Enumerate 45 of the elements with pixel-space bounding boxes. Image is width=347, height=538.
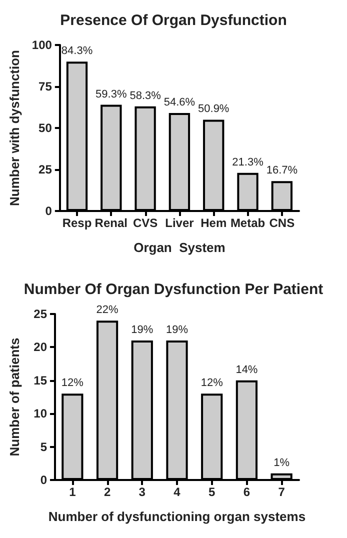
y-tick-label: 20 bbox=[34, 340, 48, 354]
y-tick-label: 25 bbox=[38, 162, 52, 176]
x-axis-title: Organ System bbox=[134, 240, 226, 255]
y-tick-label: 10 bbox=[34, 406, 48, 421]
annotation: 84.3% bbox=[61, 45, 93, 58]
y-tick-label: 5 bbox=[40, 440, 48, 454]
annotation: 12% bbox=[61, 377, 84, 390]
annotation: 22% bbox=[96, 304, 119, 316]
annotation: 21.3% bbox=[232, 156, 264, 168]
y-tick-label: 100 bbox=[32, 38, 52, 52]
chart-title: Number Of Organ Dysfunction Per Patient bbox=[24, 281, 324, 298]
x-tick-label: Liver bbox=[165, 216, 194, 230]
annotation: 50.9% bbox=[198, 103, 230, 116]
x-tick-label: 3 bbox=[138, 485, 146, 499]
x-tick-label: Hem bbox=[200, 216, 227, 230]
x-axis-title: Number of dysfunctioning organ systems bbox=[48, 509, 306, 524]
y-tick-label: 75 bbox=[38, 80, 52, 94]
x-tick-label: 1 bbox=[69, 485, 76, 499]
annotation: 16.7% bbox=[266, 164, 298, 177]
y-tick-label: 25 bbox=[34, 307, 48, 321]
x-tick-label: CNS bbox=[269, 216, 295, 230]
annotation: 19% bbox=[131, 324, 154, 336]
annotation: 59.3% bbox=[96, 88, 127, 100]
annotation: 14% bbox=[236, 364, 258, 376]
x-tick-label: 5 bbox=[208, 485, 216, 499]
x-tick-label: 7 bbox=[278, 485, 286, 499]
x-tick-label: Renal bbox=[94, 216, 128, 230]
annotation: 19% bbox=[166, 324, 188, 336]
annotation: 58.3% bbox=[130, 90, 162, 102]
annotation: 12% bbox=[200, 377, 224, 390]
x-tick-label: Resp bbox=[62, 216, 92, 230]
annotation: 1% bbox=[274, 456, 290, 469]
x-tick-label: Metab bbox=[230, 216, 266, 230]
annotation: 54.6% bbox=[164, 96, 196, 109]
x-tick-label: 6 bbox=[243, 485, 250, 499]
y-tick-label: 50 bbox=[38, 121, 52, 135]
x-tick-label: CVS bbox=[132, 216, 158, 230]
x-tick-label: 4 bbox=[174, 485, 181, 499]
y-axis-title: Number of patients bbox=[7, 338, 22, 456]
y-tick-label: 0 bbox=[40, 473, 48, 487]
y-tick-label: 15 bbox=[34, 373, 48, 388]
y-axis-title: Number with dysfunction bbox=[7, 50, 22, 206]
x-tick-label: 2 bbox=[104, 485, 111, 499]
chart-title: Presence Of Organ Dysfunction bbox=[60, 12, 287, 29]
y-tick-label: 0 bbox=[45, 204, 52, 218]
